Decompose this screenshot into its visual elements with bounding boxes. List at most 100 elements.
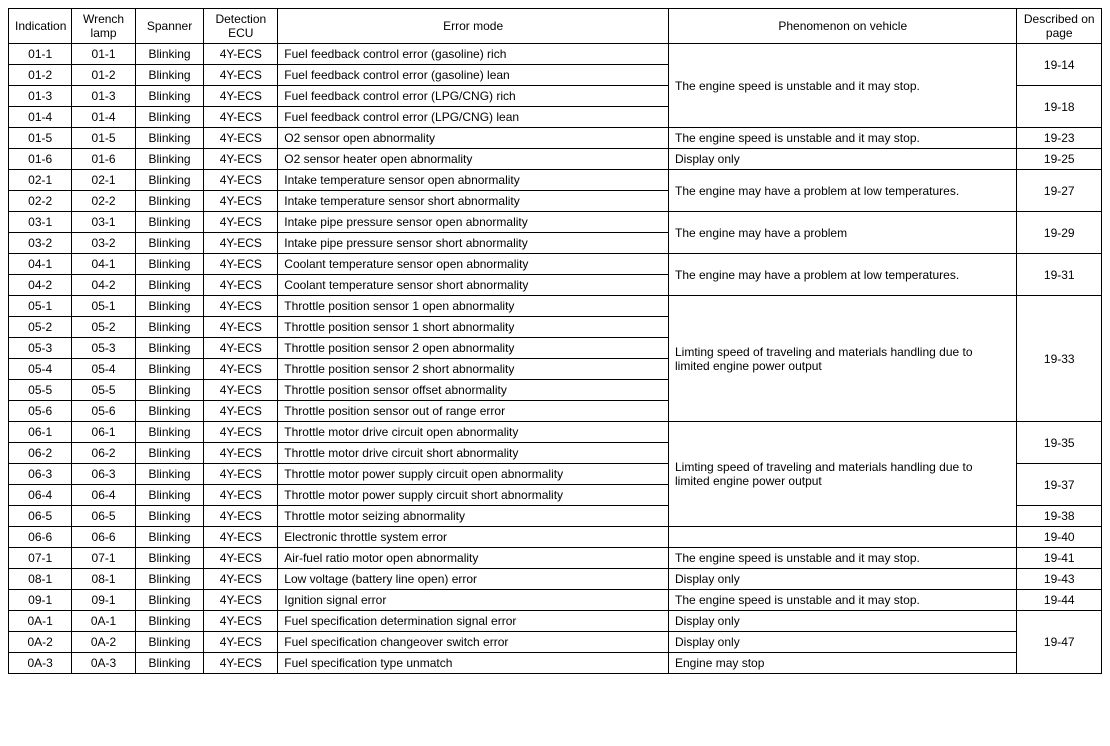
error-mode-cell: Throttle position sensor offset abnormal… [278, 380, 669, 401]
table-row: 04-104-1Blinking4Y-ECSCoolant temperatur… [9, 254, 1102, 275]
table-row: 07-107-1Blinking4Y-ECSAir-fuel ratio mot… [9, 548, 1102, 569]
phenomenon-cell: The engine may have a problem at low tem… [669, 170, 1017, 212]
page-cell: 19-33 [1017, 296, 1102, 422]
detection-ecu-cell: 4Y-ECS [204, 128, 278, 149]
error-mode-cell: Electronic throttle system error [278, 527, 669, 548]
indication-cell: 05-3 [9, 338, 72, 359]
page-cell: 19-14 [1017, 44, 1102, 86]
indication-cell: 08-1 [9, 569, 72, 590]
spanner-cell: Blinking [135, 611, 204, 632]
spanner-cell: Blinking [135, 653, 204, 674]
detection-ecu-cell: 4Y-ECS [204, 191, 278, 212]
detection-ecu-cell: 4Y-ECS [204, 653, 278, 674]
column-header: Error mode [278, 9, 669, 44]
detection-ecu-cell: 4Y-ECS [204, 548, 278, 569]
column-header: Spanner [135, 9, 204, 44]
indication-cell: 01-4 [9, 107, 72, 128]
spanner-cell: Blinking [135, 191, 204, 212]
spanner-cell: Blinking [135, 296, 204, 317]
indication-cell: 05-6 [9, 401, 72, 422]
table-row: 0A-10A-1Blinking4Y-ECSFuel specification… [9, 611, 1102, 632]
table-row: 06-106-1Blinking4Y-ECSThrottle motor dri… [9, 422, 1102, 443]
indication-cell: 01-6 [9, 149, 72, 170]
wrench-lamp-cell: 02-2 [72, 191, 135, 212]
detection-ecu-cell: 4Y-ECS [204, 401, 278, 422]
detection-ecu-cell: 4Y-ECS [204, 632, 278, 653]
spanner-cell: Blinking [135, 527, 204, 548]
error-mode-cell: Fuel feedback control error (LPG/CNG) le… [278, 107, 669, 128]
detection-ecu-cell: 4Y-ECS [204, 506, 278, 527]
error-mode-cell: Low voltage (battery line open) error [278, 569, 669, 590]
detection-ecu-cell: 4Y-ECS [204, 170, 278, 191]
phenomenon-cell: The engine speed is unstable and it may … [669, 128, 1017, 149]
table-row: 0A-20A-2Blinking4Y-ECSFuel specification… [9, 632, 1102, 653]
spanner-cell: Blinking [135, 233, 204, 254]
indication-cell: 02-2 [9, 191, 72, 212]
error-mode-cell: Fuel feedback control error (LPG/CNG) ri… [278, 86, 669, 107]
error-mode-cell: Fuel specification changeover switch err… [278, 632, 669, 653]
detection-ecu-cell: 4Y-ECS [204, 296, 278, 317]
page-cell: 19-23 [1017, 128, 1102, 149]
spanner-cell: Blinking [135, 338, 204, 359]
detection-ecu-cell: 4Y-ECS [204, 527, 278, 548]
error-mode-cell: O2 sensor open abnormality [278, 128, 669, 149]
column-header: Described on page [1017, 9, 1102, 44]
detection-ecu-cell: 4Y-ECS [204, 233, 278, 254]
spanner-cell: Blinking [135, 443, 204, 464]
detection-ecu-cell: 4Y-ECS [204, 590, 278, 611]
page-cell: 19-18 [1017, 86, 1102, 128]
spanner-cell: Blinking [135, 569, 204, 590]
wrench-lamp-cell: 01-4 [72, 107, 135, 128]
wrench-lamp-cell: 06-5 [72, 506, 135, 527]
spanner-cell: Blinking [135, 254, 204, 275]
error-mode-cell: Intake pipe pressure sensor open abnorma… [278, 212, 669, 233]
column-header: Indication [9, 9, 72, 44]
wrench-lamp-cell: 05-3 [72, 338, 135, 359]
page-cell: 19-38 [1017, 506, 1102, 527]
spanner-cell: Blinking [135, 401, 204, 422]
error-mode-cell: Throttle position sensor 2 open abnormal… [278, 338, 669, 359]
error-mode-cell: Fuel feedback control error (gasoline) l… [278, 65, 669, 86]
table-row: 02-102-1Blinking4Y-ECSIntake temperature… [9, 170, 1102, 191]
wrench-lamp-cell: 07-1 [72, 548, 135, 569]
detection-ecu-cell: 4Y-ECS [204, 443, 278, 464]
page-cell: 19-41 [1017, 548, 1102, 569]
page-cell: 19-35 [1017, 422, 1102, 464]
indication-cell: 0A-1 [9, 611, 72, 632]
page-cell: 19-31 [1017, 254, 1102, 296]
indication-cell: 03-1 [9, 212, 72, 233]
indication-cell: 05-1 [9, 296, 72, 317]
wrench-lamp-cell: 01-6 [72, 149, 135, 170]
wrench-lamp-cell: 06-6 [72, 527, 135, 548]
error-code-table: IndicationWrench lampSpannerDetection EC… [8, 8, 1102, 674]
indication-cell: 04-1 [9, 254, 72, 275]
error-mode-cell: Throttle position sensor 1 open abnormal… [278, 296, 669, 317]
detection-ecu-cell: 4Y-ECS [204, 569, 278, 590]
spanner-cell: Blinking [135, 464, 204, 485]
spanner-cell: Blinking [135, 128, 204, 149]
error-mode-cell: Fuel feedback control error (gasoline) r… [278, 44, 669, 65]
page-cell: 19-44 [1017, 590, 1102, 611]
spanner-cell: Blinking [135, 275, 204, 296]
wrench-lamp-cell: 01-3 [72, 86, 135, 107]
indication-cell: 07-1 [9, 548, 72, 569]
wrench-lamp-cell: 05-1 [72, 296, 135, 317]
error-mode-cell: Throttle motor drive circuit short abnor… [278, 443, 669, 464]
error-mode-cell: Fuel specification determination signal … [278, 611, 669, 632]
wrench-lamp-cell: 08-1 [72, 569, 135, 590]
page-cell: 19-25 [1017, 149, 1102, 170]
indication-cell: 09-1 [9, 590, 72, 611]
indication-cell: 06-2 [9, 443, 72, 464]
phenomenon-cell: The engine may have a problem at low tem… [669, 254, 1017, 296]
spanner-cell: Blinking [135, 485, 204, 506]
phenomenon-cell: The engine speed is unstable and it may … [669, 548, 1017, 569]
table-row: 01-601-6Blinking4Y-ECSO2 sensor heater o… [9, 149, 1102, 170]
detection-ecu-cell: 4Y-ECS [204, 107, 278, 128]
table-row: 09-109-1Blinking4Y-ECSIgnition signal er… [9, 590, 1102, 611]
error-mode-cell: Intake pipe pressure sensor short abnorm… [278, 233, 669, 254]
indication-cell: 05-5 [9, 380, 72, 401]
spanner-cell: Blinking [135, 359, 204, 380]
page-cell: 19-43 [1017, 569, 1102, 590]
wrench-lamp-cell: 06-3 [72, 464, 135, 485]
indication-cell: 01-2 [9, 65, 72, 86]
